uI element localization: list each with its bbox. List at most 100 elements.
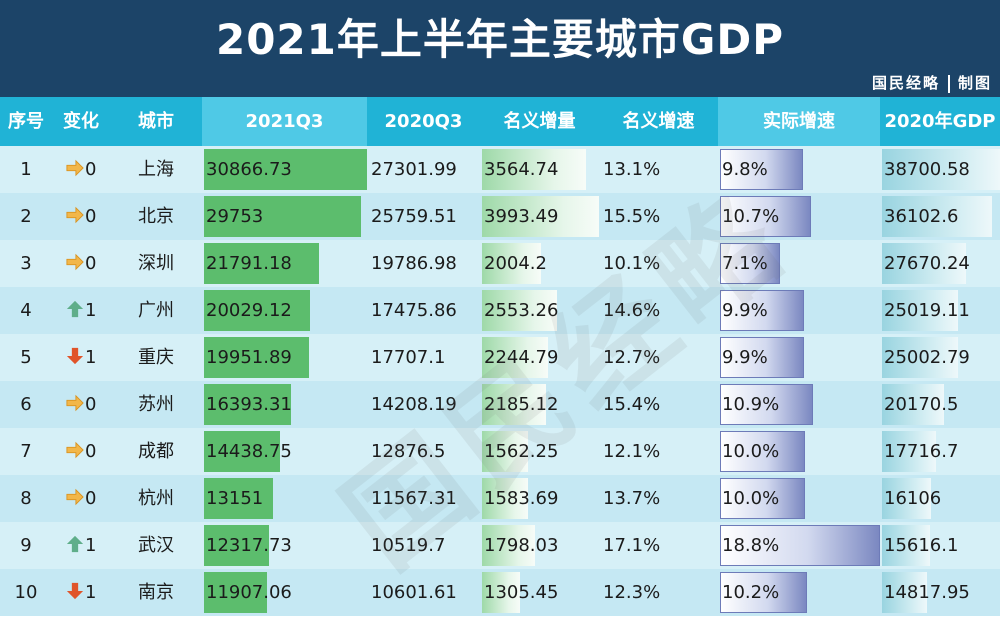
gdp-2020-cell: 16106 bbox=[880, 475, 1000, 522]
q3-2021-cell: 29753 bbox=[202, 193, 367, 240]
gdp-2020-cell-bar bbox=[882, 243, 967, 284]
real-growth-value: 10.0% bbox=[722, 488, 780, 509]
q3-2021-value: 19951.89 bbox=[206, 347, 292, 368]
real-growth-cell-bar bbox=[720, 290, 805, 331]
change-value: 0 bbox=[85, 441, 97, 462]
change-cell: 0 bbox=[52, 193, 110, 240]
city-cell: 重庆 bbox=[138, 347, 174, 368]
q3-2021-cell-bar bbox=[204, 384, 291, 425]
q3-2021-cell: 20029.12 bbox=[202, 287, 367, 334]
increase-cell: 2185.12 bbox=[480, 381, 599, 428]
q3-2021-cell: 21791.18 bbox=[202, 240, 367, 287]
increase-value: 3564.74 bbox=[484, 159, 559, 180]
real-growth-cell-bar bbox=[720, 243, 781, 284]
q3-2021-value: 16393.31 bbox=[206, 394, 292, 415]
real-growth-cell-bar bbox=[720, 525, 880, 566]
q3-2020-cell: 25759.51 bbox=[371, 206, 457, 227]
q3-2020-cell: 10601.61 bbox=[371, 582, 457, 603]
title-bar: 2021年上半年主要城市GDP 国民经略 制图 bbox=[0, 0, 1000, 97]
change-cell: 0 bbox=[52, 381, 110, 428]
table-row: 10 1 南京 11907.06 10601.61 1305.45 12.3% 10.2% 14… bbox=[0, 569, 1000, 616]
real-growth-cell: 7.1% bbox=[718, 240, 880, 287]
nominal-growth-cell: 13.7% bbox=[603, 488, 661, 509]
city-cell: 杭州 bbox=[138, 488, 174, 509]
increase-cell-bar bbox=[482, 431, 528, 472]
q3-2021-cell-bar bbox=[204, 337, 310, 378]
real-growth-cell: 10.7% bbox=[718, 193, 880, 240]
increase-cell-bar bbox=[482, 243, 541, 284]
increase-value: 3993.49 bbox=[484, 206, 559, 227]
nominal-growth-cell: 15.5% bbox=[603, 206, 661, 227]
increase-value: 1305.45 bbox=[484, 582, 559, 603]
q3-2021-cell-bar bbox=[204, 478, 274, 519]
header-cell: 变化 bbox=[63, 111, 99, 132]
header-cell: 实际增速 bbox=[718, 97, 880, 146]
q3-2021-value: 20029.12 bbox=[206, 300, 292, 321]
q3-2021-cell: 13151 bbox=[202, 475, 367, 522]
gdp-2020-cell: 25019.11 bbox=[880, 287, 1000, 334]
real-growth-cell: 10.9% bbox=[718, 381, 880, 428]
gdp-2020-value: 38700.58 bbox=[884, 159, 970, 180]
table-row: 7 0 成都 14438.75 12876.5 1562.25 12.1% 10.0% 1771… bbox=[0, 428, 1000, 475]
gdp-2020-cell: 20170.5 bbox=[880, 381, 1000, 428]
city-cell: 上海 bbox=[138, 159, 174, 180]
arrow-right-icon bbox=[66, 441, 84, 459]
table-row: 1 0 上海 30866.73 27301.99 3564.74 13.1% 9.8% 3870… bbox=[0, 146, 1000, 193]
real-growth-value: 9.9% bbox=[722, 347, 768, 368]
gdp-2020-cell-bar bbox=[882, 525, 930, 566]
change-value: 0 bbox=[85, 253, 97, 274]
credit-author: 国民经略 bbox=[871, 74, 940, 92]
table-row: 8 0 杭州 13151 11567.31 1583.69 13.7% 10.0% 16106 bbox=[0, 475, 1000, 522]
increase-cell: 1583.69 bbox=[480, 475, 599, 522]
q3-2021-cell-bar bbox=[204, 149, 367, 190]
q3-2020-cell: 14208.19 bbox=[371, 394, 457, 415]
q3-2021-value: 13151 bbox=[206, 488, 264, 509]
q3-2020-cell: 11567.31 bbox=[371, 488, 457, 509]
increase-cell: 2244.79 bbox=[480, 334, 599, 381]
increase-cell: 1798.03 bbox=[480, 522, 599, 569]
real-growth-value: 9.8% bbox=[722, 159, 768, 180]
increase-cell-bar bbox=[482, 525, 535, 566]
increase-cell: 3564.74 bbox=[480, 146, 599, 193]
real-growth-cell-bar bbox=[720, 431, 806, 472]
gdp-2020-cell-bar bbox=[882, 149, 1000, 190]
header-cell: 2020Q3 bbox=[384, 111, 463, 132]
real-growth-value: 10.2% bbox=[722, 582, 780, 603]
change-cell: 1 bbox=[52, 569, 110, 616]
q3-2021-cell-bar bbox=[204, 243, 320, 284]
real-growth-cell-bar bbox=[720, 478, 806, 519]
q3-2020-cell: 17475.86 bbox=[371, 300, 457, 321]
change-cell: 0 bbox=[52, 475, 110, 522]
q3-2020-cell: 10519.7 bbox=[371, 535, 446, 556]
q3-2021-cell: 12317.73 bbox=[202, 522, 367, 569]
increase-cell-bar bbox=[482, 290, 557, 331]
gdp-2020-cell: 14817.95 bbox=[880, 569, 1000, 616]
header-cell: 名义增速 bbox=[622, 111, 695, 132]
gdp-2020-value: 15616.1 bbox=[884, 535, 959, 556]
table-header: 序号 变化 城市 2021Q3 2020Q3 名义增量 名义增速 实际增速 2020年GDP bbox=[0, 97, 1000, 146]
increase-cell: 2553.26 bbox=[480, 287, 599, 334]
increase-value: 1798.03 bbox=[484, 535, 559, 556]
real-growth-value: 10.9% bbox=[722, 394, 780, 415]
change-value: 0 bbox=[85, 488, 97, 509]
q3-2020-cell: 27301.99 bbox=[371, 159, 457, 180]
real-growth-value: 10.0% bbox=[722, 441, 780, 462]
table-row: 5 1 重庆 19951.89 17707.1 2244.79 12.7% 9.9% 25002… bbox=[0, 334, 1000, 381]
q3-2020-cell: 12876.5 bbox=[371, 441, 446, 462]
real-growth-cell-bar bbox=[720, 196, 812, 237]
change-value: 1 bbox=[85, 535, 97, 556]
increase-cell-bar bbox=[482, 572, 521, 613]
table-row: 3 0 深圳 21791.18 19786.98 2004.2 10.1% 7.1% 27670… bbox=[0, 240, 1000, 287]
q3-2021-cell: 11907.06 bbox=[202, 569, 367, 616]
nominal-growth-cell: 12.1% bbox=[603, 441, 661, 462]
q3-2021-value: 30866.73 bbox=[206, 159, 292, 180]
city-cell: 深圳 bbox=[138, 253, 174, 274]
q3-2021-cell-bar bbox=[204, 572, 267, 613]
nominal-growth-cell: 12.3% bbox=[603, 582, 661, 603]
gdp-2020-value: 20170.5 bbox=[884, 394, 959, 415]
header-cell: 2020年GDP bbox=[884, 111, 996, 132]
rank-cell: 9 bbox=[20, 535, 32, 556]
increase-value: 2553.26 bbox=[484, 300, 559, 321]
real-growth-cell: 18.8% bbox=[718, 522, 880, 569]
increase-cell: 3993.49 bbox=[480, 193, 599, 240]
